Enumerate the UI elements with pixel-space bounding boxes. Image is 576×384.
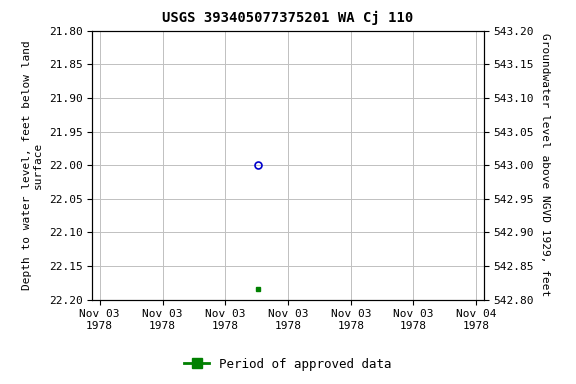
Legend: Period of approved data: Period of approved data bbox=[179, 353, 397, 376]
Y-axis label: Groundwater level above NGVD 1929, feet: Groundwater level above NGVD 1929, feet bbox=[540, 33, 550, 297]
Y-axis label: Depth to water level, feet below land
surface: Depth to water level, feet below land su… bbox=[21, 40, 43, 290]
Title: USGS 393405077375201 WA Cj 110: USGS 393405077375201 WA Cj 110 bbox=[162, 11, 414, 25]
